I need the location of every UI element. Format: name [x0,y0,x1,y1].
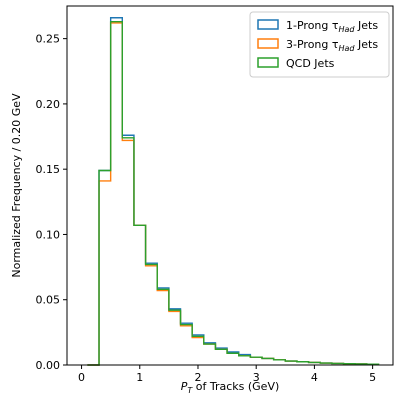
x-tick-label: 3 [253,371,260,384]
y-axis-ticks: 0.00 0.05 0.10 0.15 0.20 0.25 [36,33,67,372]
y-axis-label: Normalized Frequency / 0.20 GeV [10,93,23,278]
x-tick-label: 1 [136,371,143,384]
legend-3prong-rest: Jets [355,38,379,51]
legend: 1-Prong τHad Jets 3-Prong τHad Jets QCD … [249,11,390,78]
x-tick-label: 0 [78,371,85,384]
legend-box [249,11,390,78]
legend-label-qcd: QCD Jets [286,57,335,70]
legend-swatch-qcd [257,57,279,68]
legend-3prong-main: 3-Prong τ [286,38,339,51]
legend-qcd-main: QCD Jets [286,57,335,70]
legend-swatch-3prong [257,38,279,49]
x-axis-label-main: P [181,380,188,393]
y-tick-label: 0.25 [36,33,61,46]
x-axis-label-rest: of Tracks (GeV) [192,380,279,393]
legend-1prong-subscript: Had [339,25,356,34]
y-tick-label: 0.10 [36,228,61,241]
x-tick-label: 4 [311,371,318,384]
series-line-3 [87,20,380,366]
legend-swatch-1prong [257,19,279,30]
legend-1prong-rest: Jets [355,19,379,32]
x-axis-label: PT of Tracks (GeV) [181,380,280,395]
x-tick-label: 2 [194,371,201,384]
x-axis-ticks: 0 1 2 3 4 5 [78,365,376,384]
y-tick-label: 0.20 [36,98,61,111]
series-layer [87,17,380,366]
legend-label-1prong: 1-Prong τHad Jets [286,19,378,34]
legend-entry-1prong: 1-Prong τHad Jets [257,19,378,34]
x-tick-label: 5 [369,371,376,384]
y-tick-label: 0.15 [36,163,61,176]
legend-label-3prong: 3-Prong τHad Jets [286,38,378,53]
legend-3prong-subscript: Had [339,44,356,53]
y-tick-label: 0.05 [36,294,61,307]
legend-entry-qcd: QCD Jets [257,57,335,70]
legend-entry-3prong: 3-Prong τHad Jets [257,38,378,53]
plot-frame [66,5,394,366]
legend-1prong-main: 1-Prong τ [286,19,339,32]
y-tick-label: 0.00 [36,359,61,372]
x-axis-label-subscript: T [187,386,193,395]
